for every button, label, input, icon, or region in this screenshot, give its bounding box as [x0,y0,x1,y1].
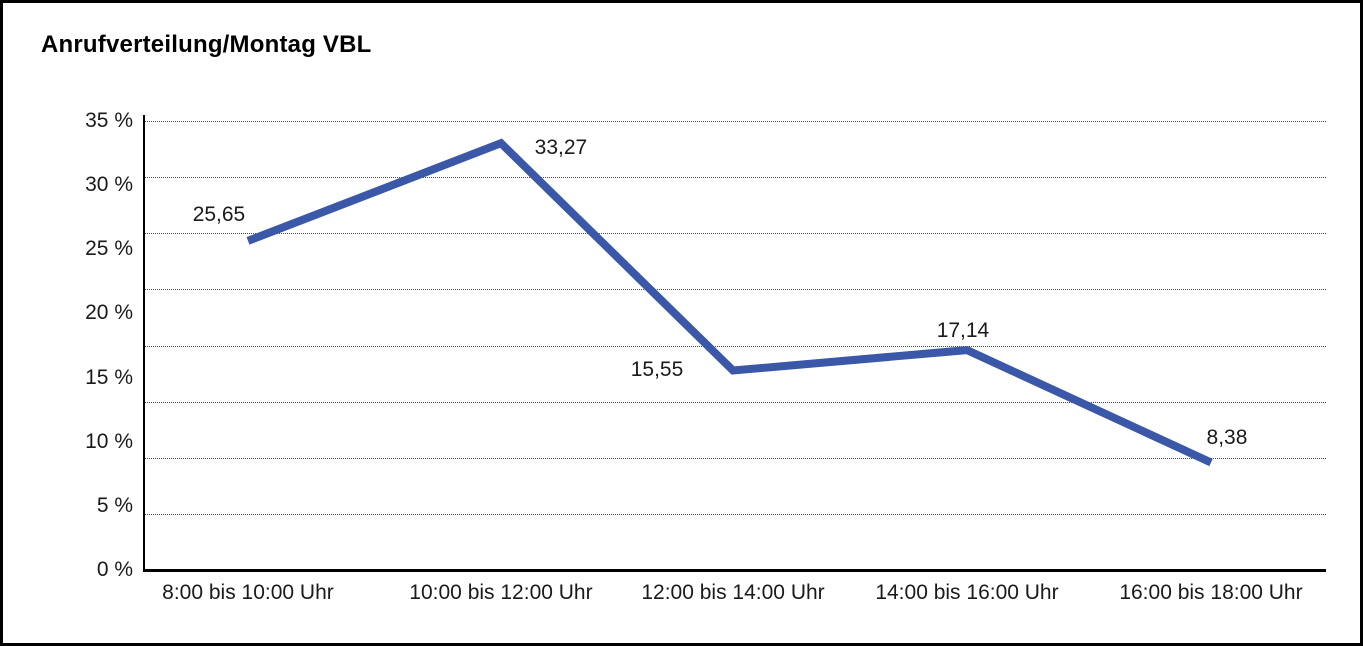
x-tick-label: 16:00 bis 18:00 Uhr [1119,581,1303,604]
chart-title: Anrufverteilung/Montag VBL [41,31,372,58]
gridline [145,345,1326,347]
y-tick-label: 10 % [85,429,133,453]
x-tick-label: 10:00 bis 12:00 Uhr [409,581,593,604]
data-point-label: 8,38 [1206,426,1248,450]
data-point-label: 15,55 [630,357,684,381]
data-point-label: 17,14 [936,319,990,343]
y-tick-label: 20 % [85,301,133,325]
line-series [246,138,1213,467]
y-axis-line [143,115,145,572]
data-point-label: 25,65 [192,202,246,226]
y-tick-label: 35 % [85,109,133,132]
gridline [145,457,1326,459]
gridline [145,513,1326,515]
y-tick-label: 5 % [96,493,133,517]
gridline [145,233,1326,235]
y-tick-label: 15 % [85,365,133,389]
x-axis-line [143,569,1326,572]
y-tick-label: 0 % [96,558,133,581]
x-tick-label: 8:00 bis 10:00 Uhr [162,581,334,604]
y-tick-label: 25 % [85,237,133,261]
gridline [145,401,1326,403]
x-tick-label: 14:00 bis 16:00 Uhr [875,581,1059,604]
gridline [145,177,1326,179]
gridline [145,289,1326,291]
x-tick-label: 12:00 bis 14:00 Uhr [641,581,825,604]
plot-area: 25,65 33,27 15,55 17,14 8,38 [145,121,1326,570]
gridline [145,121,1326,122]
y-tick-label: 30 % [85,173,133,197]
data-point-label: 33,27 [534,136,588,160]
data-line [246,138,1213,467]
